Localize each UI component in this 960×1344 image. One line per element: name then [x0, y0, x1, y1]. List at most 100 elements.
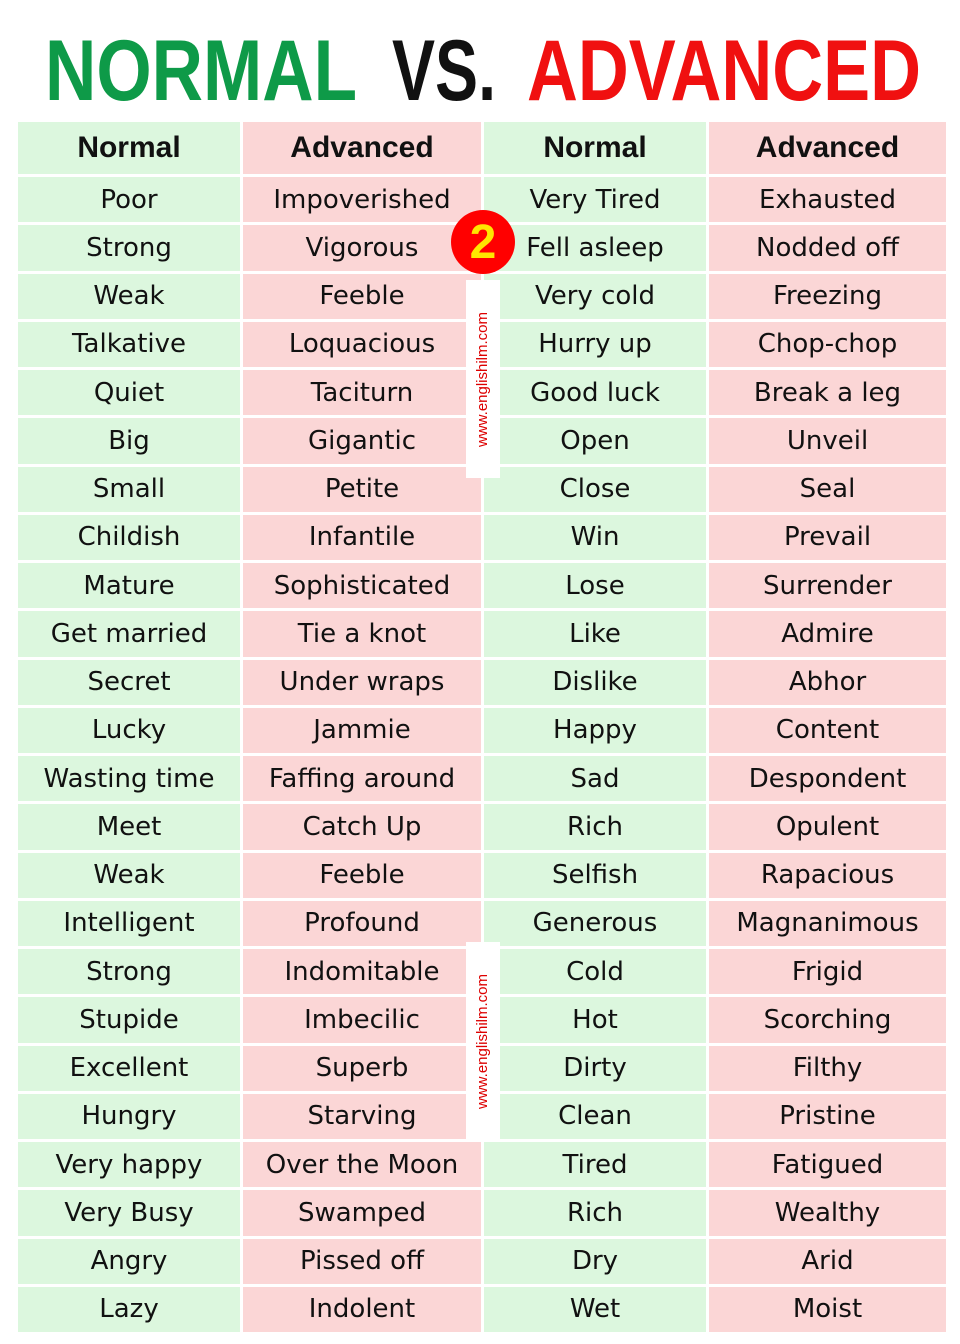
table-cell: Fell asleep [484, 225, 706, 271]
table-cell: Strong [18, 949, 240, 995]
table-cell: Lucky [18, 707, 240, 753]
table-cell: Weak [18, 852, 240, 898]
table-cell: Frigid [709, 949, 946, 995]
table-cell: Dry [484, 1238, 706, 1284]
table-cell: Mature [18, 563, 240, 609]
table-cell: Rapacious [709, 852, 946, 898]
table-cell: Scorching [709, 997, 946, 1043]
table-cell: Dislike [484, 659, 706, 705]
table-cell: Hungry [18, 1093, 240, 1139]
table-cell: Profound [243, 900, 481, 946]
table-cell: Vigorous [243, 225, 481, 271]
table-cell: Happy [484, 707, 706, 753]
table-cell: Admire [709, 611, 946, 657]
column-header: Normal [484, 122, 706, 174]
table-cell: Rich [484, 1190, 706, 1236]
table-cell: Surrender [709, 563, 946, 609]
watermark: www.englishilm.com [466, 942, 500, 1140]
table-cell: Selfish [484, 852, 706, 898]
table-cell: Stupide [18, 997, 240, 1043]
table-cell: Open [484, 418, 706, 464]
table-cell: Exhausted [709, 177, 946, 223]
table-cell: Very Busy [18, 1190, 240, 1236]
table-cell: Catch Up [243, 804, 481, 850]
table-cell: Seal [709, 466, 946, 512]
table-cell: Big [18, 418, 240, 464]
table-cell: Sophisticated [243, 563, 481, 609]
table-cell: Pristine [709, 1093, 946, 1139]
table-cell: Jammie [243, 707, 481, 753]
table-cell: Gigantic [243, 418, 481, 464]
table-cell: Wet [484, 1286, 706, 1332]
table-cell: Infantile [243, 514, 481, 560]
table-cell: Fatigued [709, 1142, 946, 1188]
table-cell: Good luck [484, 370, 706, 416]
table-cell: Moist [709, 1286, 946, 1332]
table-cell: Hot [484, 997, 706, 1043]
table-cell: Like [484, 611, 706, 657]
table-cell: Pissed off [243, 1238, 481, 1284]
table-cell: Loquacious [243, 321, 481, 367]
watermark-text: www.englishilm.com [474, 311, 492, 447]
title-advanced: ADVANCED [527, 23, 921, 119]
table-cell: Small [18, 466, 240, 512]
table-cell: Angry [18, 1238, 240, 1284]
table-cell: Unveil [709, 418, 946, 464]
table-cell: Taciturn [243, 370, 481, 416]
table-cell: Weak [18, 273, 240, 319]
table-cell: Win [484, 514, 706, 560]
table-cell: Talkative [18, 321, 240, 367]
badge: 2 [451, 210, 515, 274]
table-cell: Opulent [709, 804, 946, 850]
table-cell: Sad [484, 756, 706, 802]
table-cell: Freezing [709, 273, 946, 319]
table-cell: Cold [484, 949, 706, 995]
table-cell: Clean [484, 1093, 706, 1139]
table-cell: Content [709, 707, 946, 753]
table-cell: Very Tired [484, 177, 706, 223]
table-cell: Superb [243, 1045, 481, 1091]
table-cell: Excellent [18, 1045, 240, 1091]
table-cell: Imbecilic [243, 997, 481, 1043]
table-cell: Magnanimous [709, 900, 946, 946]
table-cell: Swamped [243, 1190, 481, 1236]
table-cell: Starving [243, 1093, 481, 1139]
title: NORMAL VS. ADVANCED [45, 23, 921, 119]
table-cell: Get married [18, 611, 240, 657]
column-header: Advanced [709, 122, 946, 174]
table-cell: Secret [18, 659, 240, 705]
table-cell: Hurry up [484, 321, 706, 367]
title-vs: VS. [392, 23, 496, 119]
watermark-text: www.englishilm.com [474, 973, 492, 1109]
table-cell: Arid [709, 1238, 946, 1284]
title-normal: NORMAL [45, 23, 357, 119]
table-cell: Filthy [709, 1045, 946, 1091]
table-cell: Abhor [709, 659, 946, 705]
table-cell: Quiet [18, 370, 240, 416]
table-cell: Indolent [243, 1286, 481, 1332]
table-cell: Childish [18, 514, 240, 560]
table-cell: Chop-chop [709, 321, 946, 367]
table-cell: Tie a knot [243, 611, 481, 657]
table-cell: Wasting time [18, 756, 240, 802]
table-cell: Wealthy [709, 1190, 946, 1236]
table-cell: Indomitable [243, 949, 481, 995]
table-cell: Feeble [243, 852, 481, 898]
table-cell: Meet [18, 804, 240, 850]
table-cell: Very cold [484, 273, 706, 319]
watermark: www.englishilm.com [466, 280, 500, 478]
table-cell: Intelligent [18, 900, 240, 946]
table-cell: Prevail [709, 514, 946, 560]
table-cell: Feeble [243, 273, 481, 319]
table-cell: Poor [18, 177, 240, 223]
table-cell: Despondent [709, 756, 946, 802]
table-cell: Lazy [18, 1286, 240, 1332]
table-cell: Close [484, 466, 706, 512]
column-header: Normal [18, 122, 240, 174]
table-cell: Impoverished [243, 177, 481, 223]
table-cell: Nodded off [709, 225, 946, 271]
table-cell: Tired [484, 1142, 706, 1188]
table-cell: Rich [484, 804, 706, 850]
table-cell: Generous [484, 900, 706, 946]
